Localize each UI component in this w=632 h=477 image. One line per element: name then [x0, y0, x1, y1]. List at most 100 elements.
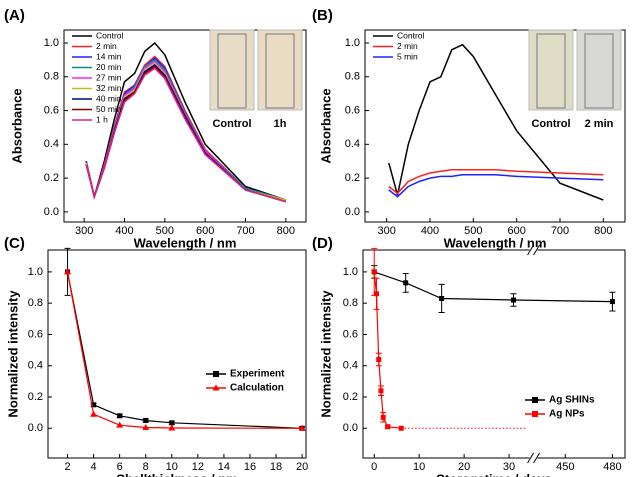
y-tick-label: 0.2: [28, 391, 43, 403]
x-tick-label: 16: [244, 461, 256, 473]
marker: [168, 424, 176, 431]
series-line: [374, 271, 613, 303]
x-tick-label: 500: [464, 225, 482, 237]
y-tick-label: 0.8: [44, 71, 59, 83]
x-tick-label: 400: [421, 225, 439, 237]
marker: [439, 295, 445, 301]
y-tick-label: 1.0: [44, 37, 59, 49]
series-line: [388, 168, 604, 195]
y-tick-label: 0.2: [345, 172, 360, 184]
legend-label: 5 min: [397, 51, 418, 61]
marker: [91, 402, 97, 408]
y-tick-label: 0.6: [44, 104, 59, 116]
y-tick-label: 0.0: [343, 422, 358, 434]
legend-label: Experiment: [230, 369, 285, 380]
axis-break: [527, 244, 534, 256]
x-tick-label: 12: [192, 461, 204, 473]
y-tick-label: 0.4: [28, 360, 43, 372]
legend-marker: [532, 411, 538, 417]
x-tick-label: 300: [75, 225, 93, 237]
series-line: [85, 41, 287, 201]
x-tick-label: 600: [196, 225, 214, 237]
y-tick-label: 0.4: [345, 138, 360, 150]
x-tick-label: 800: [277, 225, 295, 237]
inset-photo: [576, 29, 622, 111]
y-tick-label: 0.8: [28, 297, 43, 309]
x-axis-label: Wavelength / nm: [444, 235, 547, 250]
x-tick-label: 2: [64, 461, 70, 473]
inset-label: 1h: [274, 118, 287, 130]
cuvette: [217, 33, 247, 109]
y-tick-label: 0.8: [345, 71, 360, 83]
y-tick-label: 0.0: [44, 206, 59, 218]
axis-break: [533, 244, 540, 256]
plot-frame: [47, 249, 307, 459]
inset-label: Control: [531, 118, 570, 130]
y-axis-label: Normalized intensity: [318, 290, 333, 418]
x-tick-label: 18: [270, 461, 282, 473]
legend-label: Control: [96, 30, 124, 40]
marker: [511, 297, 517, 303]
series-line: [66, 271, 303, 429]
marker: [385, 424, 391, 430]
x-tick-label: 6: [117, 461, 123, 473]
y-axis-label: Absorbance: [9, 88, 24, 163]
legend-label: 40 min: [96, 93, 122, 103]
x-tick-label: 20: [296, 461, 308, 473]
inset-label: 2 min: [585, 118, 614, 130]
x-tick-label: 480: [603, 461, 621, 473]
y-tick-label: 0.2: [44, 172, 59, 184]
y-tick-label: 0.6: [28, 328, 43, 340]
legend-label: 20 min: [96, 62, 122, 72]
x-axis-label: Shellthickness / nm: [116, 471, 237, 477]
marker: [90, 410, 98, 417]
plot-frame: [63, 29, 307, 223]
x-tick-label: 4: [91, 461, 97, 473]
x-tick-label: 500: [156, 225, 174, 237]
legend-marker: [213, 371, 219, 377]
legend-label: 2 min: [397, 41, 418, 51]
plot-frame: [362, 249, 626, 459]
panel-title: (B): [312, 7, 333, 24]
x-tick-label: 300: [377, 225, 395, 237]
y-tick-label: 0.4: [44, 138, 59, 150]
legend-label: 27 min: [96, 72, 122, 82]
legend-label: 14 min: [96, 51, 122, 61]
axis-break: [533, 452, 540, 464]
x-tick-label: 400: [115, 225, 133, 237]
x-axis-label: Wavelength / nm: [134, 235, 237, 250]
x-tick-label: 30: [503, 461, 515, 473]
y-tick-label: 1.0: [343, 266, 358, 278]
x-tick-label: 600: [507, 225, 525, 237]
marker: [378, 388, 384, 394]
marker: [609, 299, 615, 305]
marker: [380, 414, 386, 420]
series-line: [388, 43, 604, 201]
panel-title: (D): [312, 235, 333, 252]
y-axis-label: Normalized intensity: [5, 290, 20, 418]
marker: [403, 280, 409, 286]
marker: [64, 268, 72, 275]
legend-label: 32 min: [96, 83, 122, 93]
y-tick-label: 0.0: [28, 422, 43, 434]
legend-label: Calculation: [230, 383, 284, 394]
y-axis-label: Absorbance: [318, 88, 333, 163]
y-tick-label: 0.2: [343, 391, 358, 403]
marker: [376, 356, 382, 362]
legend-label: 1 h: [96, 114, 108, 124]
inset-label: Control: [212, 118, 251, 130]
series-line: [85, 67, 287, 203]
cuvette: [265, 33, 295, 109]
y-tick-label: 1.0: [28, 266, 43, 278]
axis-break: [527, 452, 534, 464]
x-tick-label: 14: [218, 461, 230, 473]
x-tick-label: 8: [143, 461, 149, 473]
x-tick-label: 10: [166, 461, 178, 473]
marker: [117, 413, 123, 419]
y-tick-label: 0.6: [343, 328, 358, 340]
panel-title: (C): [4, 235, 25, 252]
cuvette: [584, 33, 614, 109]
y-tick-label: 1.0: [345, 37, 360, 49]
x-tick-label: 700: [236, 225, 254, 237]
